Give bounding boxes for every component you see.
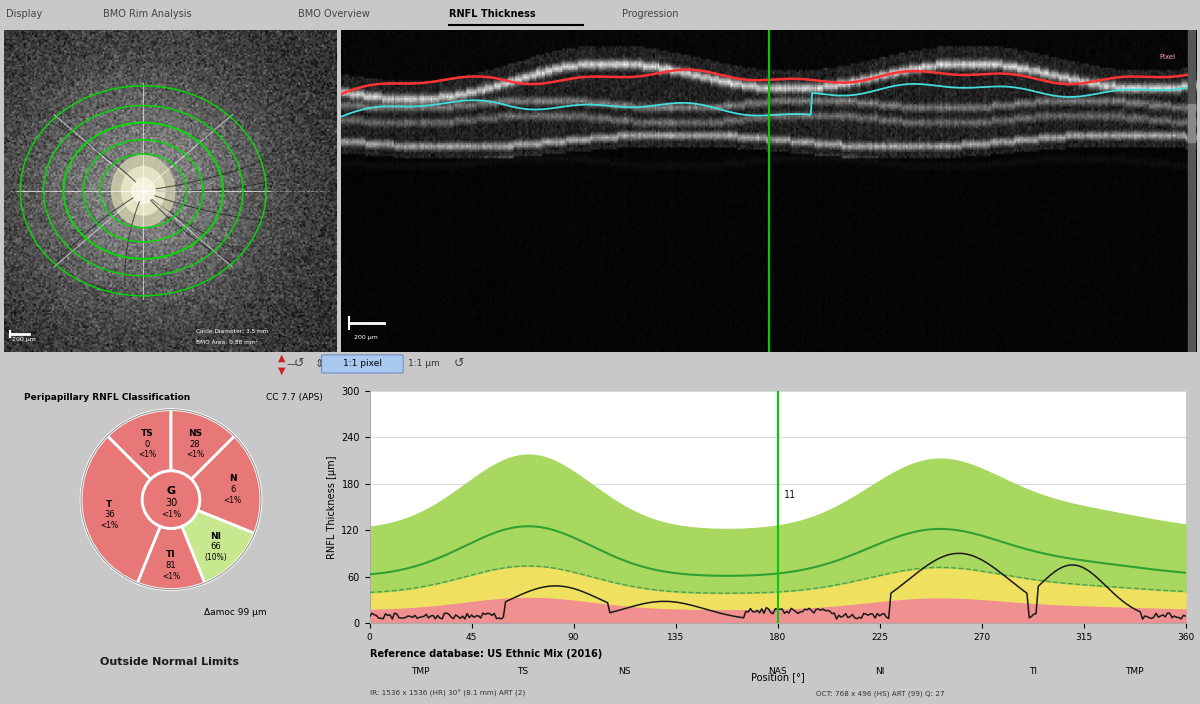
Text: <1%: <1%: [223, 496, 241, 505]
Text: —: —: [287, 359, 296, 369]
Text: BMO Rim Analysis: BMO Rim Analysis: [103, 9, 192, 19]
Text: 36: 36: [104, 510, 115, 520]
Text: <1%: <1%: [101, 521, 119, 530]
Text: Reference database: US Ethnic Mix (2016): Reference database: US Ethnic Mix (2016): [370, 649, 602, 659]
Text: CC 7.7 (APS): CC 7.7 (APS): [266, 393, 323, 401]
Text: 30: 30: [164, 498, 178, 508]
Text: N: N: [229, 474, 236, 484]
Bar: [1188, 103, 1196, 142]
Text: 81: 81: [166, 561, 176, 570]
Wedge shape: [172, 410, 235, 479]
Text: NAS: NAS: [768, 667, 787, 677]
Text: <1%: <1%: [138, 451, 156, 460]
Text: 200 µm: 200 µm: [12, 337, 36, 341]
Circle shape: [143, 471, 199, 529]
Text: ⇕: ⇕: [314, 358, 324, 368]
Text: NS: NS: [618, 667, 631, 677]
Text: <1%: <1%: [162, 572, 180, 581]
Text: 11: 11: [785, 489, 797, 500]
Text: ↺: ↺: [294, 357, 305, 370]
Text: Pixel: Pixel: [1159, 54, 1175, 60]
Ellipse shape: [121, 167, 164, 215]
Text: ↺: ↺: [454, 357, 464, 370]
Wedge shape: [82, 436, 161, 583]
Text: TMP: TMP: [412, 667, 430, 677]
X-axis label: Position [°]: Position [°]: [751, 672, 804, 682]
Y-axis label: RNFL Thickness [μm]: RNFL Thickness [μm]: [328, 455, 337, 559]
Text: TS: TS: [140, 429, 154, 438]
Ellipse shape: [132, 178, 155, 203]
Text: IR: 1536 x 1536 (HR) 30° (8.1 mm) ART (2): IR: 1536 x 1536 (HR) 30° (8.1 mm) ART (2…: [370, 690, 524, 697]
Text: Circle Diameter: 3.5 mm: Circle Diameter: 3.5 mm: [197, 329, 269, 334]
Text: 6: 6: [230, 485, 235, 494]
Text: <1%: <1%: [186, 451, 204, 460]
Text: 28: 28: [190, 440, 200, 448]
Text: BMO Overview: BMO Overview: [298, 9, 370, 19]
Text: 0: 0: [144, 440, 150, 448]
Text: Peripapillary RNFL Classification: Peripapillary RNFL Classification: [24, 393, 190, 401]
Bar: [1188, 30, 1196, 352]
Ellipse shape: [112, 156, 175, 226]
Wedge shape: [107, 410, 172, 479]
Text: G: G: [167, 486, 175, 496]
Text: RNFL Thickness: RNFL Thickness: [449, 9, 535, 19]
Wedge shape: [181, 510, 254, 583]
Text: 1:1 pixel: 1:1 pixel: [343, 359, 382, 368]
Text: 66: 66: [210, 542, 221, 551]
Text: Outside Normal Limits: Outside Normal Limits: [100, 657, 239, 667]
Text: TI: TI: [166, 550, 176, 559]
Text: TS: TS: [517, 667, 528, 677]
Text: BMO Area: 0.88 mm²: BMO Area: 0.88 mm²: [197, 340, 258, 345]
Text: OCT: 768 x 496 (HS) ART (99) Q: 27: OCT: 768 x 496 (HS) ART (99) Q: 27: [816, 691, 944, 697]
FancyBboxPatch shape: [322, 355, 403, 373]
Text: Display: Display: [6, 9, 42, 19]
Text: Progression: Progression: [622, 9, 678, 19]
Text: (10%): (10%): [204, 553, 227, 562]
Text: <1%: <1%: [161, 510, 181, 519]
Text: 200 µm: 200 µm: [354, 335, 378, 340]
Wedge shape: [137, 527, 205, 590]
Text: ▲: ▲: [278, 353, 286, 363]
Wedge shape: [191, 436, 260, 534]
Text: TI: TI: [1028, 667, 1037, 677]
Text: NI: NI: [210, 532, 221, 541]
Text: Δamoc 99 µm: Δamoc 99 µm: [204, 608, 268, 617]
Text: TMP: TMP: [1126, 667, 1144, 677]
Text: ▼: ▼: [278, 365, 286, 375]
Text: NI: NI: [875, 667, 884, 677]
Text: NS: NS: [188, 429, 202, 438]
Text: 1:1 μm: 1:1 μm: [408, 359, 439, 368]
Text: T: T: [106, 500, 113, 508]
